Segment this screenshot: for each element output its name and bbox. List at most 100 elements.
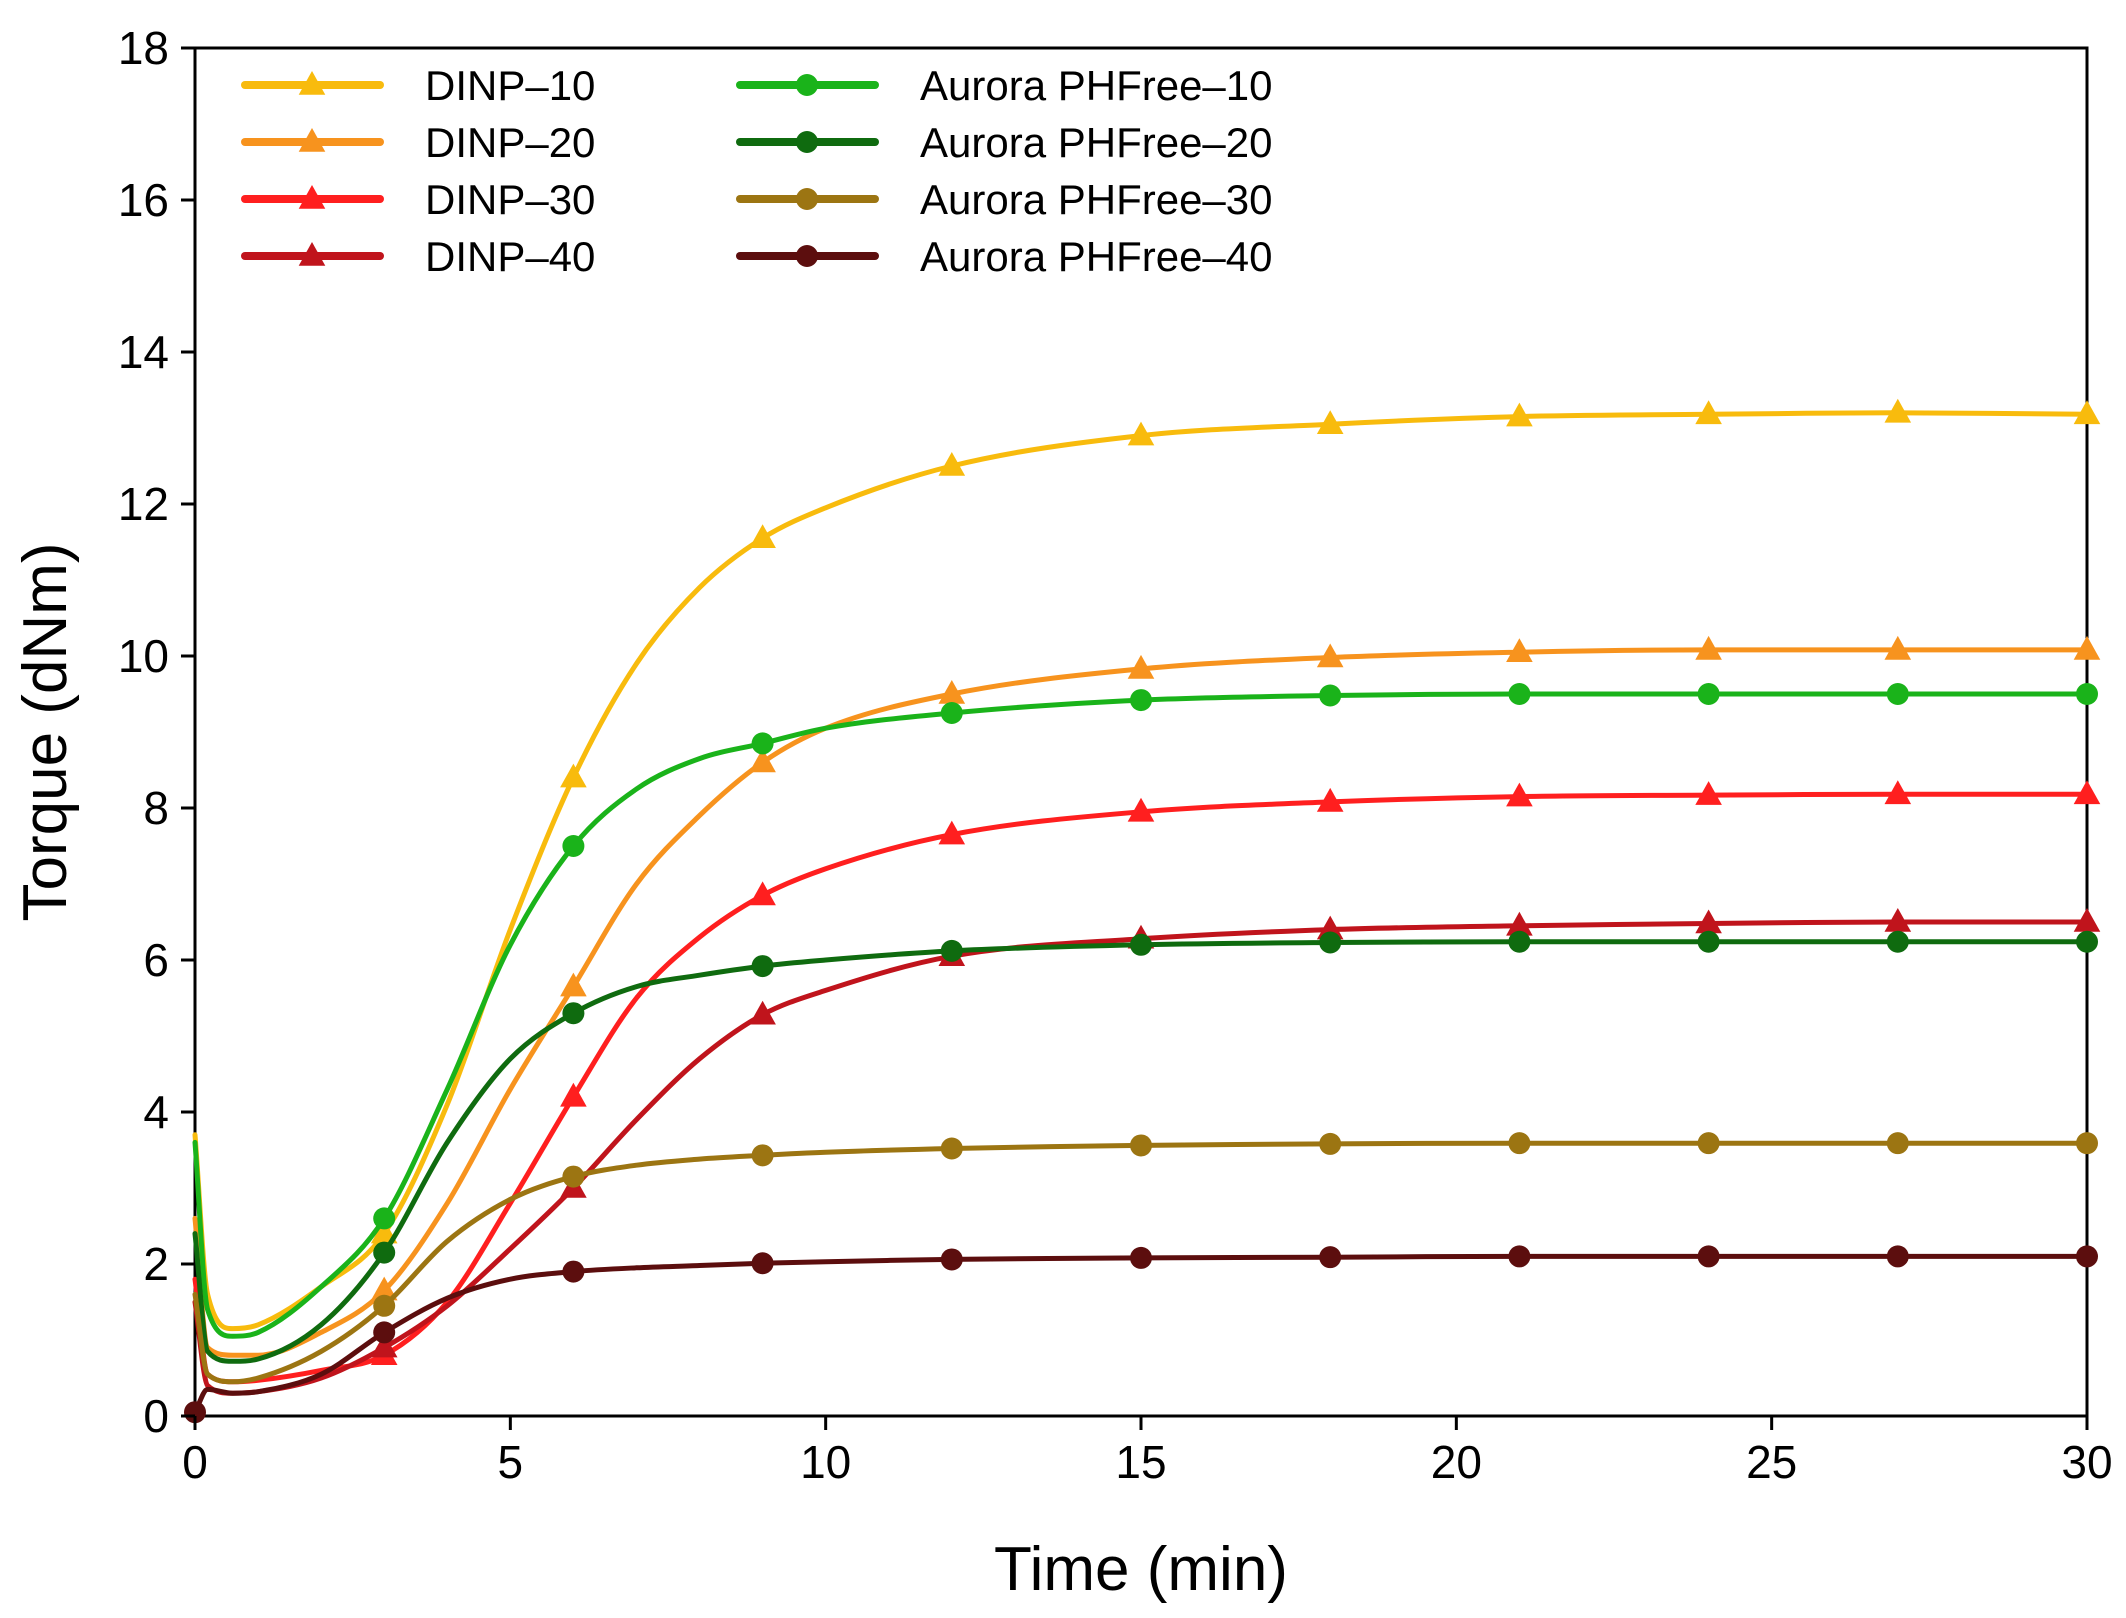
- series-8-marker: [2076, 1245, 2098, 1268]
- series-8-marker: [940, 1248, 963, 1271]
- series-8-marker: [184, 1401, 206, 1424]
- series-6-marker: [562, 1002, 585, 1025]
- series-8-marker: [373, 1321, 396, 1344]
- x-axis-title: Time (min): [994, 1535, 1288, 1604]
- series-8-marker: [1697, 1245, 1720, 1268]
- legend-swatch-marker: [298, 242, 326, 266]
- series-5-marker: [1508, 683, 1531, 705]
- legend: DINP–10 DINP–20 DINP–30 DINP–40 Aurora PHFre…: [241, 62, 1273, 280]
- legend-swatch-marker: [796, 74, 818, 96]
- series-1-marker: [1695, 400, 1722, 425]
- series-6-marker: [940, 939, 963, 962]
- series-6-marker: [1130, 933, 1152, 956]
- series-5-marker: [1319, 684, 1342, 707]
- series-7-marker: [1319, 1132, 1342, 1155]
- series-2-marker: [938, 680, 966, 704]
- series-2-marker: [370, 1276, 398, 1301]
- legend-swatch-marker: [796, 131, 818, 153]
- series-7-marker: [1697, 1132, 1720, 1155]
- series-8-marker: [562, 1260, 585, 1283]
- legend-label: Aurora PHFree–20: [920, 119, 1273, 166]
- legend-label: Aurora PHFree–10: [920, 62, 1273, 109]
- series-4-marker: [2073, 908, 2101, 932]
- series-3-marker: [938, 820, 966, 845]
- series-1-line: [192, 410, 2090, 1332]
- legend-label: DINP–30: [425, 176, 595, 223]
- series-4-marker: [1884, 908, 1912, 932]
- series-7-marker: [940, 1137, 963, 1160]
- series-3-marker: [1695, 781, 1722, 805]
- series-8-marker: [1886, 1245, 1909, 1268]
- series-3-marker: [1127, 797, 1155, 822]
- series-8-marker: [1130, 1246, 1152, 1269]
- series-6-marker: [2076, 930, 2098, 953]
- y-tick-label: 12: [118, 478, 169, 530]
- series-4-marker: [749, 1000, 776, 1025]
- legend-label: DINP–20: [425, 119, 595, 166]
- series-5-marker: [2076, 683, 2098, 705]
- series-6-marker: [1319, 931, 1342, 954]
- legend-swatch-marker: [298, 71, 326, 95]
- x-tick-label: 5: [498, 1436, 524, 1488]
- series-5-marker: [1697, 683, 1720, 705]
- series-3-marker: [1884, 780, 1912, 805]
- series-2-marker: [1884, 635, 1912, 660]
- series-2-line: [192, 647, 2090, 1358]
- series-6-marker: [1886, 930, 1909, 953]
- series-5-marker: [562, 835, 585, 857]
- y-tick-label: 10: [118, 630, 169, 682]
- series-1-marker: [1316, 410, 1344, 434]
- series-7-marker: [562, 1165, 585, 1188]
- series-1-marker: [1506, 402, 1533, 427]
- series-8-marker: [1508, 1245, 1531, 1268]
- series-5-marker: [373, 1207, 396, 1230]
- series-7-marker: [1130, 1134, 1152, 1157]
- y-tick-label: 4: [143, 1086, 169, 1138]
- series-1-marker: [938, 452, 966, 476]
- series-4-line: [192, 919, 2090, 1396]
- legend-swatch-marker: [298, 185, 326, 209]
- series-1-marker: [749, 524, 776, 548]
- legend-label: DINP–40: [425, 233, 595, 280]
- series-5-marker: [1886, 683, 1909, 705]
- y-tick-label: 2: [143, 1238, 169, 1290]
- series-2-marker: [1127, 654, 1155, 679]
- series-1-marker: [1127, 421, 1155, 446]
- y-axis-title: Torque (dNm): [11, 543, 80, 922]
- legend-swatch-marker: [796, 188, 818, 210]
- legend-swatch-marker: [298, 128, 326, 152]
- series-1-marker: [560, 763, 587, 788]
- y-tick-label: 8: [143, 782, 169, 834]
- series-6-marker: [751, 955, 774, 978]
- y-tick-label: 14: [118, 326, 169, 378]
- y-tick-label: 6: [143, 934, 169, 986]
- series-5-line: [192, 691, 2090, 1339]
- series-8-marker: [751, 1252, 774, 1275]
- series-7-marker: [1508, 1132, 1531, 1155]
- y-tick-label: 16: [118, 174, 169, 226]
- series-2-marker: [560, 972, 587, 997]
- series-2-marker: [1316, 643, 1344, 668]
- series-4-marker: [1695, 909, 1722, 934]
- series-3-marker: [1506, 782, 1533, 807]
- series-2-marker: [1506, 638, 1533, 662]
- x-axis: 0 5 10 15 20 25 30: [182, 1416, 2113, 1488]
- series-4-marker: [1316, 915, 1344, 940]
- series-4-marker: [370, 1333, 398, 1358]
- series-8-line: [192, 1253, 2090, 1415]
- series-2-marker: [749, 748, 776, 773]
- x-tick-label: 15: [1115, 1436, 1166, 1488]
- legend-label: Aurora PHFree–40: [920, 233, 1273, 280]
- y-tick-label: 0: [143, 1390, 169, 1442]
- series-6-marker: [1508, 930, 1531, 953]
- series-3-marker: [1316, 787, 1344, 812]
- legend-swatch-marker: [796, 245, 818, 267]
- x-tick-label: 30: [2061, 1436, 2112, 1488]
- series-6-line: [192, 939, 2090, 1364]
- series-1-marker: [1884, 398, 1912, 423]
- x-tick-label: 0: [182, 1436, 208, 1488]
- y-axis: 0 2 4 6 8 10 12 14 16 18: [118, 22, 195, 1442]
- y-tick-label: 18: [118, 22, 169, 74]
- series-3-marker: [560, 1082, 587, 1107]
